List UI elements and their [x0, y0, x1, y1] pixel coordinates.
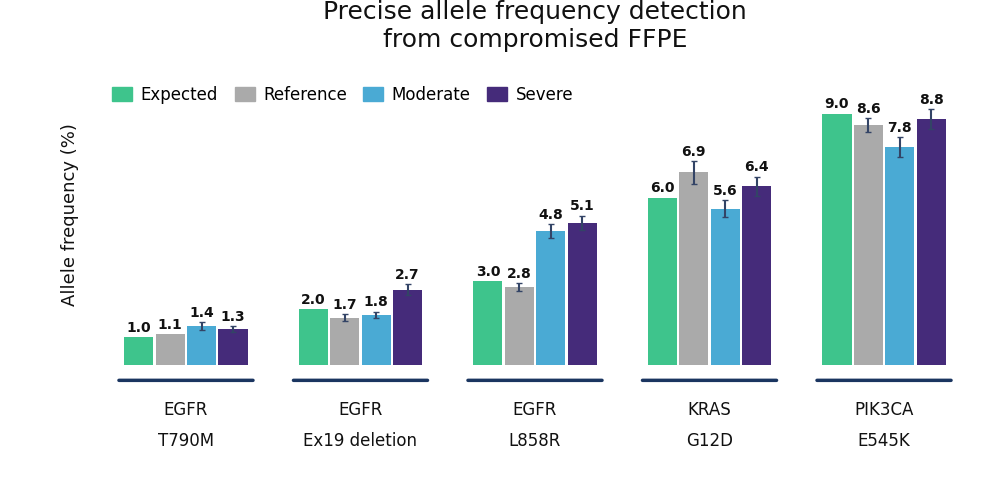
Text: E545K: E545K [858, 431, 910, 450]
Text: KRAS: KRAS [688, 401, 731, 419]
Text: 2.7: 2.7 [395, 268, 420, 282]
Text: G12D: G12D [686, 431, 733, 450]
Text: 2.0: 2.0 [301, 293, 326, 307]
Text: 1.7: 1.7 [332, 298, 357, 312]
Bar [156, 335, 185, 365]
Text: 6.0: 6.0 [650, 181, 675, 195]
Text: 5.1: 5.1 [570, 200, 594, 213]
Text: EGFR: EGFR [513, 401, 557, 419]
Bar [917, 119, 946, 365]
Text: 8.6: 8.6 [856, 102, 881, 115]
Text: 4.8: 4.8 [538, 208, 563, 222]
Text: 6.4: 6.4 [744, 160, 769, 174]
Text: 2.8: 2.8 [507, 266, 532, 281]
Text: 1.8: 1.8 [364, 295, 389, 309]
Y-axis label: Allele frequency (%): Allele frequency (%) [61, 123, 79, 306]
Text: 6.9: 6.9 [682, 145, 706, 159]
Bar [505, 287, 534, 365]
Bar [711, 209, 740, 365]
Text: PIK3CA: PIK3CA [854, 401, 914, 419]
Legend: Expected, Reference, Moderate, Severe: Expected, Reference, Moderate, Severe [107, 81, 578, 109]
Bar [885, 147, 914, 365]
Text: Ex19 deletion: Ex19 deletion [303, 431, 417, 450]
Bar [742, 187, 771, 365]
Text: 9.0: 9.0 [825, 97, 849, 112]
Bar [330, 318, 359, 365]
Text: EGFR: EGFR [338, 401, 383, 419]
Bar [679, 172, 708, 365]
Bar [473, 281, 502, 365]
Text: 1.0: 1.0 [127, 321, 151, 335]
Bar [393, 290, 422, 365]
Text: 7.8: 7.8 [887, 121, 912, 135]
Bar [124, 337, 153, 365]
Text: L858R: L858R [509, 431, 561, 450]
Bar [822, 113, 852, 365]
Bar [362, 315, 391, 365]
Text: 8.8: 8.8 [919, 93, 944, 107]
Text: EGFR: EGFR [164, 401, 208, 419]
Bar [536, 231, 565, 365]
Text: 1.3: 1.3 [221, 310, 245, 324]
Bar [187, 326, 216, 365]
Title: Precise allele frequency detection
from compromised FFPE: Precise allele frequency detection from … [323, 0, 747, 52]
Text: T790M: T790M [158, 431, 214, 450]
Text: 3.0: 3.0 [476, 265, 500, 279]
Text: 1.4: 1.4 [189, 306, 214, 319]
Bar [568, 223, 597, 365]
Bar [218, 329, 248, 365]
Text: 5.6: 5.6 [713, 184, 738, 198]
Text: 1.1: 1.1 [158, 318, 183, 332]
Bar [648, 198, 677, 365]
Bar [854, 125, 883, 365]
Bar [299, 309, 328, 365]
